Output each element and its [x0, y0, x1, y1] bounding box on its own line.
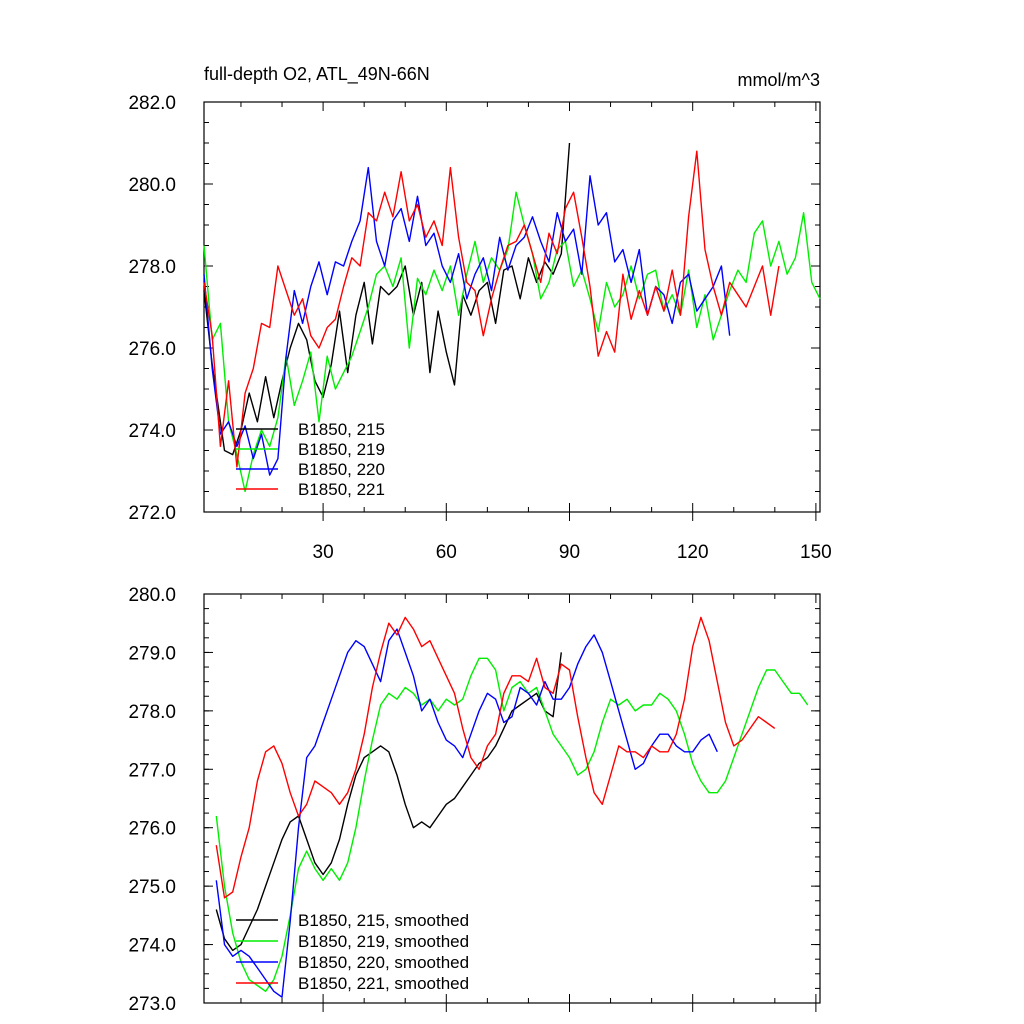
top-series-line-3: [203, 166, 731, 476]
figure-title: full-depth O2, ATL_49N-66N: [204, 64, 430, 85]
bottom-ytick-label: 274.0: [128, 936, 176, 957]
bottom-ytick-label: 275.0: [128, 877, 176, 898]
top-legend-label-2: B1850, 219: [298, 440, 385, 459]
top-series-line-4: [203, 150, 780, 468]
bottom-series-line-4: [215, 616, 776, 899]
bottom-series-line-1: [215, 652, 562, 952]
bottom-legend-label-2: B1850, 219, smoothed: [298, 932, 469, 951]
top-xtick-label: 60: [436, 542, 457, 563]
top-legend-label-1: B1850, 215: [298, 420, 385, 439]
top-series-line-1: [203, 142, 571, 456]
bottom-ytick-label: 277.0: [128, 760, 176, 781]
bottom-panel: 273.0 274.0 275.0 276.0 277.0 278.0 279.0 280.0…: [128, 585, 821, 1015]
bottom-ytick-label: 273.0: [128, 994, 176, 1015]
bottom-series-line-3: [215, 628, 718, 998]
bottom-ytick-label: 276.0: [128, 819, 176, 840]
top-ytick-label: 274.0: [128, 421, 176, 442]
top-legend-label-4: B1850, 221: [298, 480, 385, 499]
bottom-axis-ticks: 273.0 274.0 275.0 276.0 277.0 278.0 279.0 280.0: [128, 585, 820, 1015]
top-xtick-label: 30: [313, 542, 334, 563]
top-series-line-2: [203, 191, 821, 493]
top-ytick-label: 282.0: [128, 93, 176, 114]
top-plot-frame: [203, 101, 821, 513]
top-series-group: [203, 142, 821, 493]
top-ytick-label: 276.0: [128, 339, 176, 360]
top-ytick-label: 272.0: [128, 503, 176, 524]
top-ytick-label: 278.0: [128, 257, 176, 278]
top-legend-label-3: B1850, 220: [298, 460, 385, 479]
bottom-legend-label-1: B1850, 215, smoothed: [298, 911, 469, 930]
bottom-ytick-label: 279.0: [128, 643, 176, 664]
bottom-legend: B1850, 215, smoothed B1850, 219, smoothed…: [236, 911, 469, 993]
units-label: mmol/m^3: [738, 70, 820, 90]
bottom-legend-label-3: B1850, 220, smoothed: [298, 953, 469, 972]
top-xtick-label: 90: [559, 542, 580, 563]
bottom-series-group: [215, 616, 809, 998]
top-xtick-label: 150: [800, 542, 832, 563]
bottom-plot-frame: [203, 593, 821, 1004]
bottom-ytick-label: 280.0: [128, 585, 176, 606]
top-axis-ticks: 272.0 274.0 276.0 278.0 280.0 282.0 30 60 90 120 1…: [128, 93, 831, 563]
bottom-ytick-label: 278.0: [128, 702, 176, 723]
top-xtick-label: 120: [677, 542, 709, 563]
top-ytick-label: 280.0: [128, 175, 176, 196]
bottom-series-line-2: [215, 657, 809, 992]
top-panel: full-depth O2, ATL_49N-66N mmol/m^3 272.…: [128, 64, 831, 563]
bottom-legend-label-4: B1850, 221, smoothed: [298, 974, 469, 993]
